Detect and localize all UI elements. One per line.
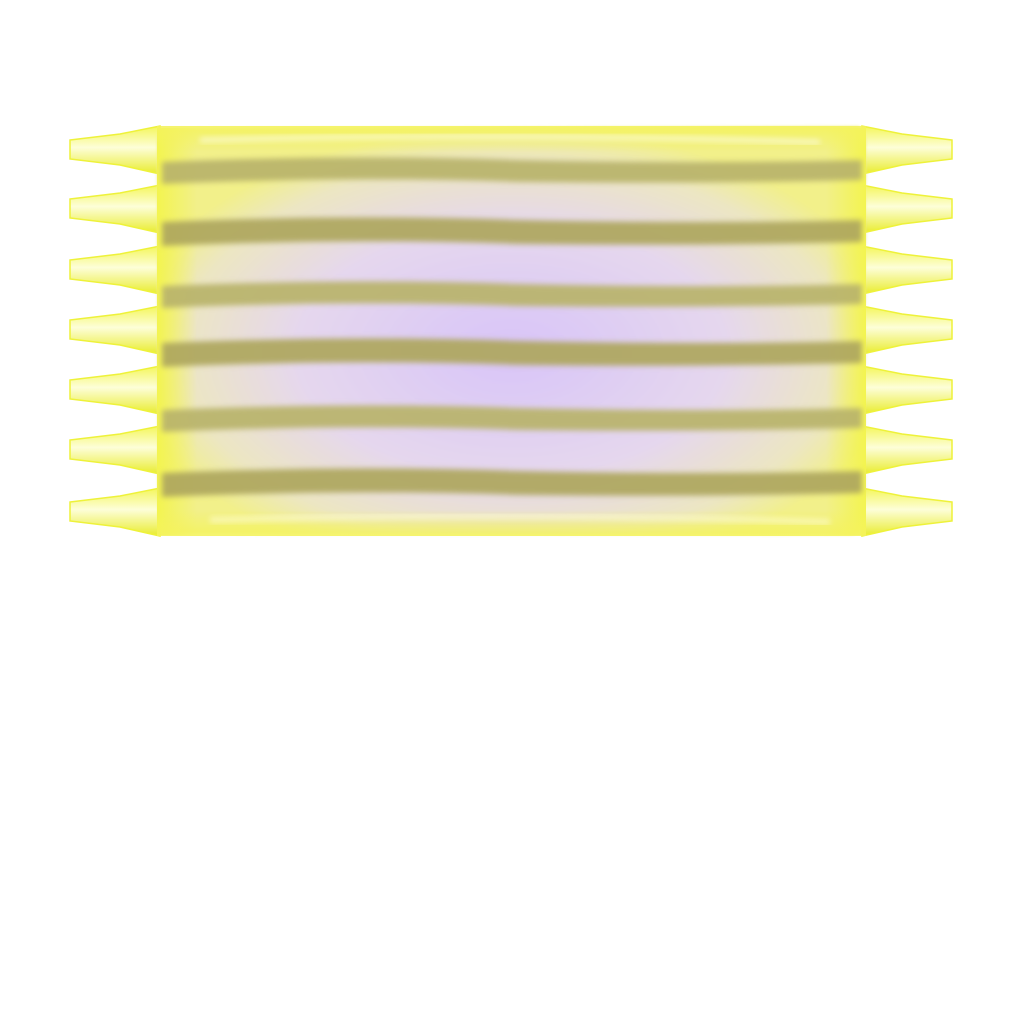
right-spike xyxy=(861,365,953,415)
olive-stripe xyxy=(162,217,862,246)
right-spikes xyxy=(861,125,953,537)
left-spike xyxy=(69,365,161,415)
left-spike xyxy=(69,425,161,475)
left-spike xyxy=(69,305,161,355)
olive-stripe xyxy=(162,157,862,184)
left-spike xyxy=(69,184,161,234)
right-spike xyxy=(861,425,953,475)
olive-stripe xyxy=(162,468,862,497)
right-spike xyxy=(861,184,953,234)
olive-stripes xyxy=(162,157,862,497)
left-spikes xyxy=(69,125,161,537)
right-spike xyxy=(861,305,953,355)
left-spike xyxy=(69,245,161,295)
left-spike xyxy=(69,487,161,537)
gloss-highlights xyxy=(199,133,831,525)
olive-stripe xyxy=(162,405,862,432)
olive-stripe xyxy=(162,281,862,308)
olive-stripe xyxy=(162,338,862,367)
right-spike xyxy=(861,245,953,295)
left-spike xyxy=(69,125,161,175)
right-spike xyxy=(861,487,953,537)
right-spike xyxy=(861,125,953,175)
